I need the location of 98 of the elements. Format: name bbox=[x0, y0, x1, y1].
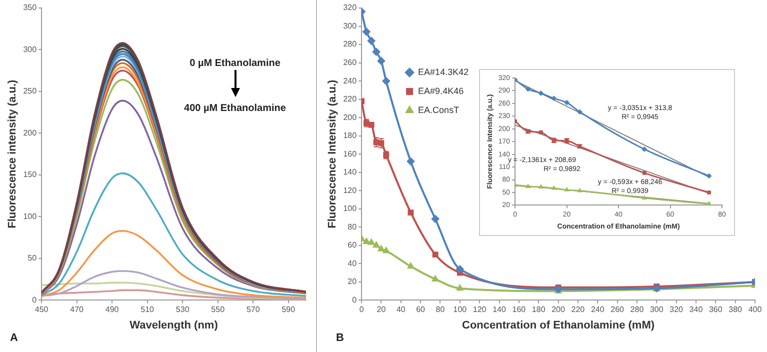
x-tick-label: 590 bbox=[282, 305, 296, 314]
x-tick-label: 550 bbox=[211, 305, 226, 314]
y-axis-title: Fluorescence Intensity (a.u.) bbox=[326, 80, 339, 228]
point bbox=[368, 122, 374, 128]
y-tick-label: 0 bbox=[32, 295, 38, 304]
y-tick-label: 140 bbox=[343, 168, 358, 177]
x-tick-label: 570 bbox=[246, 305, 260, 314]
y-tick-label: 40 bbox=[348, 258, 358, 268]
x-tick-label: 60 bbox=[416, 305, 426, 314]
legend-label: EA#9.4K46 bbox=[418, 86, 464, 96]
point bbox=[377, 56, 386, 65]
point bbox=[642, 146, 647, 152]
point bbox=[526, 86, 531, 92]
x-tick-label: 360 bbox=[708, 305, 723, 314]
x-tick-label: 200 bbox=[552, 305, 566, 314]
legend-label: EA#14.3K42 bbox=[418, 66, 469, 77]
point bbox=[362, 28, 370, 36]
point bbox=[552, 186, 556, 190]
y-tick-label: 80 bbox=[348, 222, 358, 232]
x-tick-label: 20 bbox=[376, 305, 386, 314]
y-tick-label: 240 bbox=[343, 76, 358, 86]
point bbox=[372, 48, 380, 56]
y-tick-label: 0 bbox=[352, 295, 358, 304]
y-tick-label: 350 bbox=[23, 3, 38, 12]
x-tick-label: 180 bbox=[532, 305, 546, 314]
y-tick-label: 20 bbox=[348, 277, 358, 286]
annotation: 400 µM Ethanolamine bbox=[184, 102, 286, 114]
point bbox=[367, 36, 376, 45]
x-tick-label: 490 bbox=[105, 305, 120, 314]
y-tick-label: 160 bbox=[343, 149, 358, 158]
y-axis-title: Fluorescence intensity (a.u.) bbox=[6, 80, 19, 228]
y-tick-label: 60 bbox=[348, 240, 358, 250]
x-tick-label: 340 bbox=[689, 305, 704, 314]
point bbox=[382, 77, 390, 86]
x-tick-label: 280 bbox=[630, 305, 644, 314]
point bbox=[538, 184, 544, 188]
x-tick-label: 240 bbox=[590, 305, 605, 314]
x-tick-label: 80 bbox=[436, 305, 446, 314]
y-tick-label: 200 bbox=[343, 112, 358, 122]
y-tick-label: 260 bbox=[343, 58, 358, 67]
point bbox=[432, 275, 439, 282]
annotation: 0 µM Ethanolamine bbox=[190, 58, 281, 69]
y-tick-label: 180 bbox=[343, 131, 358, 140]
y-tick-label: 200 bbox=[23, 128, 38, 138]
x-tick-label: 400 bbox=[748, 305, 762, 314]
point bbox=[564, 187, 570, 192]
point bbox=[564, 100, 570, 106]
y-tick-label: 300 bbox=[23, 44, 38, 54]
y-tick-label: 300 bbox=[343, 21, 358, 30]
point bbox=[526, 184, 530, 188]
point bbox=[456, 265, 464, 274]
y-tick-label: 320 bbox=[343, 3, 358, 12]
point bbox=[456, 284, 464, 291]
y-tick-label: 50 bbox=[28, 254, 38, 263]
x-tick-label: 450 bbox=[34, 305, 49, 314]
y-tick-label: 250 bbox=[23, 86, 38, 96]
point bbox=[642, 195, 647, 200]
point bbox=[408, 210, 414, 216]
x-tick-label: 380 bbox=[728, 305, 743, 314]
x-axis-title: Wavelength (nm) bbox=[130, 319, 218, 332]
point bbox=[431, 214, 440, 223]
point bbox=[432, 252, 438, 258]
point bbox=[372, 241, 380, 248]
x-tick-label: 470 bbox=[70, 305, 84, 314]
point bbox=[538, 90, 544, 96]
legend-label: EA.ConsT bbox=[418, 104, 460, 115]
point bbox=[406, 157, 415, 166]
text: A bbox=[10, 332, 18, 344]
point bbox=[362, 238, 370, 244]
x-tick-label: 40 bbox=[396, 305, 406, 314]
x-tick-label: 100 bbox=[453, 305, 468, 314]
x-tick-label: 300 bbox=[650, 305, 664, 314]
point bbox=[539, 130, 543, 134]
y-tick-label: 150 bbox=[23, 170, 38, 180]
x-tick-label: 120 bbox=[472, 305, 487, 314]
point bbox=[578, 188, 582, 192]
point bbox=[577, 109, 582, 114]
y-tick-label: 120 bbox=[343, 186, 358, 195]
point bbox=[551, 96, 556, 101]
x-tick-label: 530 bbox=[176, 305, 190, 314]
x-tick-label: 160 bbox=[512, 305, 526, 314]
point bbox=[642, 171, 646, 175]
point bbox=[378, 245, 385, 252]
x-tick-label: 510 bbox=[140, 305, 155, 314]
y-tick-label: 220 bbox=[343, 94, 358, 104]
point bbox=[706, 201, 712, 206]
point bbox=[368, 238, 375, 245]
point bbox=[706, 173, 712, 178]
x-axis-title: Concentration of Ethanolamine (mM) bbox=[462, 319, 655, 332]
point bbox=[707, 190, 711, 194]
x-tick-label: 220 bbox=[571, 305, 586, 314]
x-tick-label: 320 bbox=[670, 305, 684, 314]
y-tick-label: 280 bbox=[343, 40, 358, 49]
point bbox=[382, 246, 390, 254]
text: B bbox=[336, 332, 344, 344]
x-tick-label: 260 bbox=[610, 305, 625, 314]
x-tick-label: 0 bbox=[359, 305, 364, 314]
point bbox=[407, 262, 414, 269]
